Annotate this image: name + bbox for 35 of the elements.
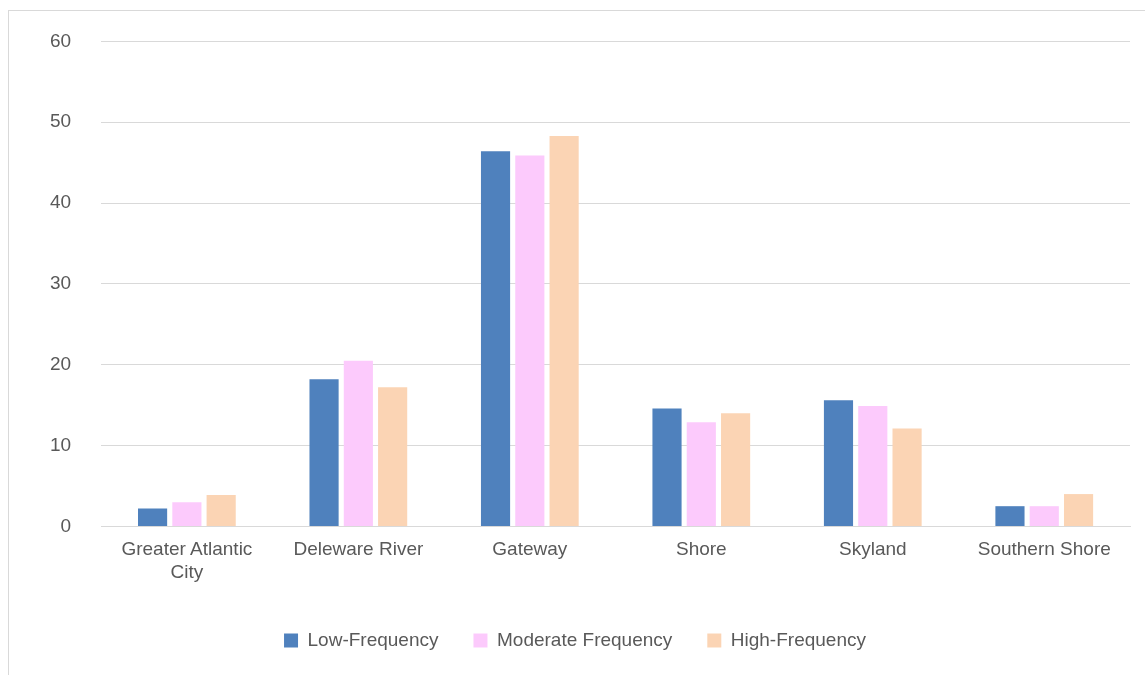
legend-label: Moderate Frequency — [496, 628, 673, 650]
legend-label: High-Frequency — [730, 628, 867, 650]
y-tick-label: 30 — [49, 272, 72, 294]
bar — [515, 155, 545, 526]
bar — [1029, 506, 1059, 526]
y-tick-label: 20 — [49, 352, 72, 374]
bar — [378, 387, 408, 526]
y-tick-label: 10 — [49, 433, 72, 455]
bar — [995, 506, 1025, 526]
category-label: City — [170, 560, 204, 582]
bar — [823, 400, 854, 526]
bar — [858, 405, 888, 526]
bar — [652, 408, 682, 526]
bar — [549, 135, 579, 526]
bar — [309, 379, 339, 526]
category-label: Greater Atlantic — [121, 538, 253, 560]
x-tick-label: Shore — [675, 538, 727, 560]
y-tick-label: 40 — [49, 191, 72, 213]
bar — [686, 422, 716, 526]
bar — [480, 151, 511, 526]
y-tick-label: 60 — [49, 29, 72, 51]
x-tick-label: Gateway — [492, 538, 568, 560]
y-tick-label: 50 — [49, 110, 72, 132]
bar — [892, 428, 922, 526]
bar — [172, 502, 202, 526]
x-tick-label: Southern Shore — [977, 538, 1111, 560]
y-tick-label: 0 — [60, 514, 72, 536]
x-tick-label: Deleware River — [293, 538, 424, 560]
x-tick-label: Skyland — [838, 538, 907, 560]
bar — [138, 508, 168, 526]
bar — [721, 413, 751, 526]
bar — [1063, 494, 1094, 526]
bar — [343, 360, 373, 526]
bar — [206, 494, 236, 526]
legend-label: Low-Frequency — [307, 628, 439, 650]
